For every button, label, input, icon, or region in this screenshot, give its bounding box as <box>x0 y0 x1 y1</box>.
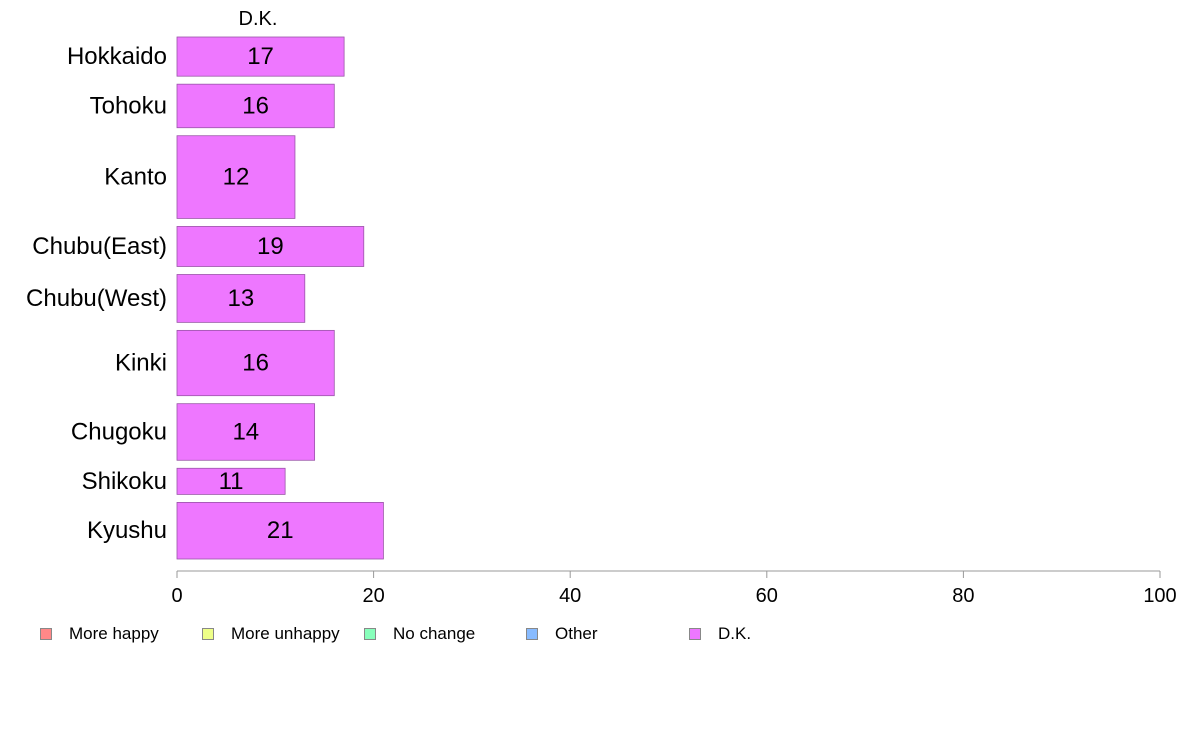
bar-hokkaido <box>176 36 345 77</box>
legend-swatch-no-change <box>364 628 376 640</box>
category-label-hokkaido: Hokkaido <box>67 43 167 70</box>
x-axis: 0 20 40 60 80 100 <box>171 570 1177 607</box>
legend-swatch-more-unhappy <box>202 628 214 640</box>
legend-label-d-k: D.K. <box>718 624 752 643</box>
legend-label-more-unhappy: More unhappy <box>231 624 340 643</box>
x-tick-label-100: 100 <box>1143 585 1176 607</box>
legend-swatch-more-happy <box>40 628 52 640</box>
legend-swatch-d-k <box>689 628 701 640</box>
x-tick-label-0: 0 <box>171 585 182 607</box>
legend-item-no-change: No change <box>364 622 475 646</box>
x-tick-label-40: 40 <box>559 585 581 607</box>
value-label-hokkaido: 17 <box>247 43 274 70</box>
category-label-tohoku: Tohoku <box>90 92 167 119</box>
bar-kanto <box>176 135 296 219</box>
bar-kinki <box>176 329 335 397</box>
legend-label-no-change: No change <box>393 624 476 643</box>
legend-swatch-other <box>526 628 538 640</box>
legend-item-more-happy: More happy <box>40 622 159 646</box>
value-label-chubu-west: 13 <box>228 285 255 312</box>
category-label-chugoku: Chugoku <box>71 418 167 445</box>
bar-tohoku <box>176 83 335 129</box>
legend-item-other: Other <box>526 622 598 646</box>
value-label-shikoku: 11 <box>219 468 244 495</box>
category-label-chubu-east: Chubu(East) <box>32 233 167 260</box>
x-tick-label-20: 20 <box>362 585 384 607</box>
category-label-kanto: Kanto <box>104 164 167 191</box>
legend-label-more-happy: More happy <box>69 624 159 643</box>
series-title: D.K. <box>239 8 278 30</box>
category-label-kyushu: Kyushu <box>87 517 167 544</box>
category-label-chubu-west: Chubu(West) <box>26 285 167 312</box>
category-label-kinki: Kinki <box>115 350 167 377</box>
bar-chubu-west <box>176 274 306 323</box>
legend: More happy More unhappy No change Other D.K. <box>40 622 1140 646</box>
bar-shikoku <box>176 467 286 495</box>
legend-label-other: Other <box>555 624 598 643</box>
bar-chugoku <box>176 403 316 461</box>
bar-kyushu <box>176 502 384 560</box>
bars-group: Hokkaido 17 Tohoku 16 Kanto 12 Chubu(East) 19 Ch… <box>26 36 384 560</box>
chart-canvas: D.K. Hokkaido 17 Tohoku 16 Kanto 12 Chubu(East… <box>26 8 1177 607</box>
legend-item-d-k: D.K. <box>689 622 751 646</box>
value-label-tohoku: 16 <box>242 92 269 119</box>
value-label-chugoku: 14 <box>232 418 259 445</box>
value-label-kinki: 16 <box>242 350 269 377</box>
legend-item-more-unhappy: More unhappy <box>202 622 340 646</box>
x-tick-label-80: 80 <box>952 585 974 607</box>
value-label-kyushu: 21 <box>267 517 294 544</box>
value-label-kanto: 12 <box>223 164 250 191</box>
category-label-shikoku: Shikoku <box>82 468 167 495</box>
x-tick-label-60: 60 <box>756 585 778 607</box>
bar-chubu-east <box>176 226 365 267</box>
value-label-chubu-east: 19 <box>257 233 284 260</box>
